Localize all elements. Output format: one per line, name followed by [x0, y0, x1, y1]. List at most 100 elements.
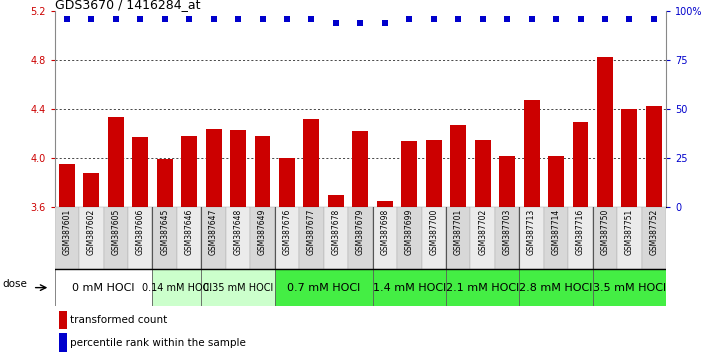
Bar	[519, 269, 593, 306]
Text: GSM387679: GSM387679	[356, 209, 365, 255]
Text: 0 mM HOCl: 0 mM HOCl	[72, 282, 135, 293]
Point	[330, 20, 341, 26]
Bar	[132, 137, 149, 207]
Bar	[499, 155, 515, 207]
Text: GSM387716: GSM387716	[576, 209, 585, 255]
Bar	[255, 136, 271, 207]
Bar	[108, 118, 124, 207]
Point	[574, 16, 586, 22]
Bar	[299, 207, 324, 269]
Bar	[59, 164, 75, 207]
Bar	[377, 201, 393, 207]
Bar	[181, 136, 197, 207]
Bar	[397, 207, 422, 269]
Bar	[401, 141, 417, 207]
Point	[599, 16, 611, 22]
Text: percentile rank within the sample: percentile rank within the sample	[71, 337, 246, 348]
Point	[207, 16, 219, 22]
Bar	[622, 109, 638, 207]
Text: GSM387714: GSM387714	[552, 209, 561, 255]
Text: GSM387751: GSM387751	[625, 209, 634, 255]
Bar	[548, 155, 564, 207]
Bar	[83, 173, 99, 207]
Text: GSM387702: GSM387702	[478, 209, 487, 255]
Text: GSM387701: GSM387701	[454, 209, 463, 255]
Bar	[373, 269, 446, 306]
Text: GSM387648: GSM387648	[234, 209, 242, 255]
Bar	[226, 207, 250, 269]
Bar	[646, 107, 662, 207]
Point	[379, 20, 391, 26]
Bar	[230, 130, 246, 207]
Text: 2.8 mM HOCl: 2.8 mM HOCl	[519, 282, 593, 293]
Point	[61, 16, 73, 22]
Bar	[55, 269, 152, 306]
Point	[502, 16, 513, 22]
Bar	[152, 269, 202, 306]
Point	[550, 16, 562, 22]
Point	[477, 16, 488, 22]
Text: GSM387700: GSM387700	[430, 209, 438, 255]
Text: GSM387752: GSM387752	[649, 209, 658, 255]
Bar	[177, 207, 202, 269]
Point	[257, 16, 269, 22]
Text: GSM387649: GSM387649	[258, 209, 267, 255]
Bar	[597, 57, 613, 207]
Bar	[202, 207, 226, 269]
Bar	[279, 158, 295, 207]
Text: GSM387601: GSM387601	[63, 209, 71, 255]
Bar	[324, 207, 348, 269]
Bar	[523, 100, 539, 207]
Text: GSM387646: GSM387646	[185, 209, 194, 255]
Bar	[250, 207, 274, 269]
Point	[403, 16, 415, 22]
Bar	[475, 139, 491, 207]
Bar	[274, 269, 373, 306]
Point	[281, 16, 293, 22]
Bar	[205, 129, 221, 207]
Bar	[495, 207, 519, 269]
Bar	[470, 207, 495, 269]
Bar	[60, 333, 67, 352]
Bar	[569, 207, 593, 269]
Text: GSM387676: GSM387676	[282, 209, 291, 255]
Bar	[55, 207, 79, 269]
Bar	[157, 159, 173, 207]
Point	[183, 16, 195, 22]
Text: GSM387602: GSM387602	[87, 209, 96, 255]
Point	[306, 16, 317, 22]
Bar	[79, 207, 103, 269]
Text: 2.1 mM HOCl: 2.1 mM HOCl	[446, 282, 519, 293]
Bar	[544, 207, 569, 269]
Bar	[426, 139, 442, 207]
Point	[526, 16, 537, 22]
Point	[159, 16, 170, 22]
Bar	[519, 207, 544, 269]
Text: GSM387645: GSM387645	[160, 209, 169, 255]
Text: GSM387698: GSM387698	[380, 209, 389, 255]
Bar	[572, 122, 588, 207]
Point	[355, 20, 366, 26]
Text: GSM387605: GSM387605	[111, 209, 120, 255]
Bar	[274, 207, 299, 269]
Text: transformed count: transformed count	[71, 315, 167, 325]
Bar	[348, 207, 373, 269]
Bar	[446, 207, 470, 269]
Text: GSM387647: GSM387647	[209, 209, 218, 255]
Bar	[641, 207, 666, 269]
Bar	[328, 195, 344, 207]
Bar	[446, 269, 519, 306]
Text: 1.4 mM HOCl: 1.4 mM HOCl	[373, 282, 446, 293]
Text: GSM387699: GSM387699	[405, 209, 414, 255]
Bar	[352, 131, 368, 207]
Text: 0.35 mM HOCl: 0.35 mM HOCl	[203, 282, 273, 293]
Text: GSM387606: GSM387606	[135, 209, 145, 255]
Point	[648, 16, 660, 22]
Text: 0.14 mM HOCl: 0.14 mM HOCl	[142, 282, 212, 293]
Text: GSM387678: GSM387678	[331, 209, 341, 255]
Point	[232, 16, 244, 22]
Bar	[617, 207, 641, 269]
Point	[428, 16, 440, 22]
Bar	[304, 119, 320, 207]
Text: 3.5 mM HOCl: 3.5 mM HOCl	[593, 282, 666, 293]
